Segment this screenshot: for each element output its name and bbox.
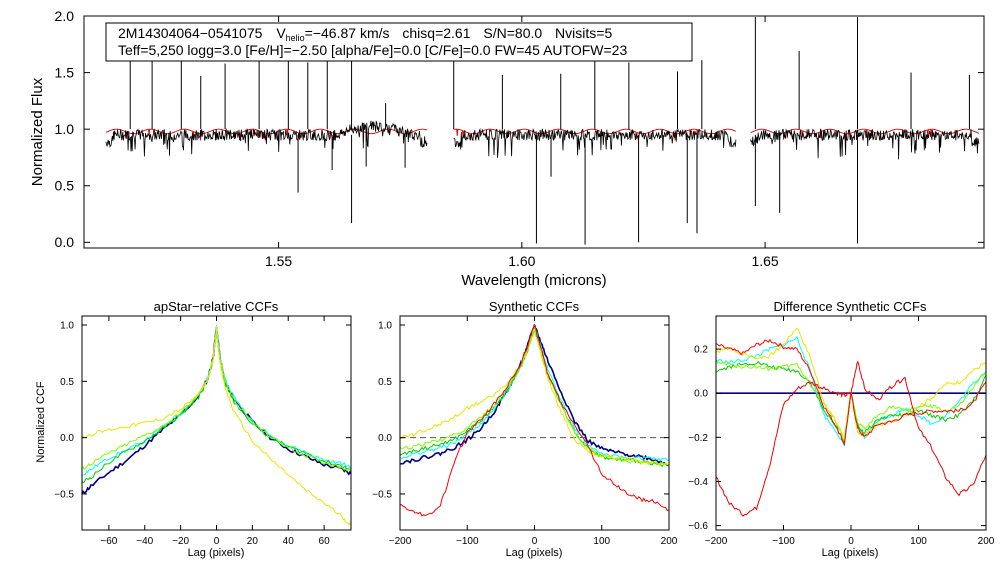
model-spectrum-line: [105, 128, 428, 141]
difference-ccf-lines: [715, 327, 987, 517]
difference-ccf-panel: Difference Synthetic CCFs −200 −100 0 100 20…: [688, 299, 995, 559]
apstar-ccf-title: apStar−relative CCFs: [154, 299, 279, 314]
x-tick-label: 1.65: [751, 253, 778, 269]
spectrum-panel: 1.55 1.60 1.65 0.0 0.5 1.0 1.5 2.0 Wavelength (…: [29, 8, 985, 289]
y-tick-label: 0.0: [60, 433, 74, 444]
y-tick-label: −0.5: [54, 489, 74, 500]
ccf-series-line-visit-5: [399, 325, 670, 466]
x-tick-label: −20: [172, 536, 189, 547]
y-tick-label: 0.5: [55, 178, 75, 194]
y-tick-label: 0.5: [378, 377, 392, 388]
ccf-series-line-visit-5: [81, 325, 352, 526]
x-tick-label: 200: [978, 536, 995, 547]
x-tick-label: −200: [389, 536, 412, 547]
x-tick-label: 60: [319, 536, 331, 547]
synthetic-ccf-xlabel: Lag (pixels): [506, 547, 563, 559]
spectrum-ticks: 1.55 1.60 1.65 0.0 0.5 1.0 1.5 2.0: [55, 8, 984, 269]
y-tick-label: 1.0: [60, 321, 74, 332]
spectrum-ylabel: Normalized Flux: [29, 77, 46, 186]
difference-ccf-ticks: −200 −100 0 100 200 −0.6 −0.4 −0.2 0.0 0.2: [688, 316, 995, 547]
x-tick-label: −100: [772, 536, 795, 547]
observed-spectrum-line: [453, 127, 737, 158]
synthetic-ccf-lines: [399, 324, 670, 517]
y-tick-label: 1.0: [55, 121, 75, 137]
y-tick-label: 1.5: [55, 64, 75, 80]
y-tick-label: 0.0: [694, 389, 708, 400]
x-tick-label: −40: [136, 536, 153, 547]
x-tick-label: 0: [214, 536, 220, 547]
x-tick-label: −60: [100, 536, 117, 547]
y-tick-label: 0.0: [55, 234, 75, 250]
annotation-snr: S/N=80.0: [483, 25, 542, 41]
spectrum-axes-frame: [83, 15, 985, 249]
apstar-ccf-ticks: −60 −40 −20 0 20 40 60 −0.5 0.0 0.5 1.0: [54, 316, 351, 547]
y-tick-label: 0.0: [378, 433, 392, 444]
apstar-ccf-panel: apStar−relative CCFs −60 −40 −20 0 20 40 60 −0.…: [35, 299, 352, 559]
x-tick-label: −200: [705, 536, 728, 547]
y-tick-label: −0.6: [688, 521, 708, 532]
spectrum-lines: [105, 17, 980, 245]
y-tick-label: 0.2: [694, 345, 708, 356]
y-tick-label: 2.0: [55, 8, 75, 24]
x-tick-label: −100: [456, 536, 479, 547]
ccf-series-line-visit-6: [399, 325, 670, 517]
apstar-ccf-ylabel: Normalized CCF: [35, 381, 47, 463]
ccf-series-line-visit-2: [81, 324, 352, 476]
x-tick-label: 100: [910, 536, 927, 547]
x-tick-label: 40: [283, 536, 295, 547]
annotation-line-1: 2M14304064−0541075 Vhelio=−46.87 km/s ch…: [118, 25, 612, 43]
ccf-series-line-visit-7: [715, 360, 987, 517]
difference-ccf-title: Difference Synthetic CCFs: [774, 299, 927, 314]
annotation-line-2: Teff=5,250 logg=3.0 [Fe/H]=−2.50 [alpha/…: [118, 42, 627, 58]
x-tick-label: 200: [661, 536, 678, 547]
annotation-nvisits: Nvisits=5: [555, 25, 612, 41]
annotation-star: 2M14304064−0541075: [118, 25, 263, 41]
x-tick-label: 1.60: [508, 253, 535, 269]
apstar-ccf-xlabel: Lag (pixels): [188, 547, 245, 559]
observed-spectrum-line: [750, 128, 980, 160]
synthetic-ccf-ticks: −200 −100 0 100 200 −0.5 0.0 0.5 1.0: [372, 316, 678, 547]
annotation-chisq: chisq=2.61: [402, 25, 470, 41]
difference-ccf-xlabel: Lag (pixels): [822, 547, 879, 559]
y-tick-label: −0.2: [688, 433, 708, 444]
observed-spectrum-line: [105, 120, 428, 157]
synthetic-ccf-title: Synthetic CCFs: [489, 299, 580, 314]
annotation-vhelio-value: =−46.87 km/s: [305, 25, 390, 41]
ccf-series-line-visit-3: [399, 328, 670, 468]
x-tick-label: 0: [532, 536, 538, 547]
synthetic-ccf-panel: Synthetic CCFs −200 −100 0 100 200 −0.5 0.0 0.5…: [372, 299, 678, 559]
y-tick-label: −0.5: [372, 489, 392, 500]
annotation-vhelio-prefix: V: [276, 25, 286, 41]
x-tick-label: 1.55: [265, 253, 292, 269]
x-tick-label: 20: [247, 536, 259, 547]
annotation-box: [105, 22, 693, 62]
y-tick-label: 0.5: [60, 377, 74, 388]
x-tick-label: 0: [848, 536, 854, 547]
ccf-series-line-visit-4: [399, 329, 670, 466]
annotation-vhelio-sub: helio: [286, 33, 305, 43]
apstar-ccf-lines: [81, 324, 352, 526]
y-tick-label: −0.4: [688, 477, 708, 488]
ccf-series-line-visit-1: [399, 324, 670, 467]
x-tick-label: 100: [593, 536, 610, 547]
spectrum-xlabel: Wavelength (microns): [461, 272, 606, 289]
y-tick-label: 1.0: [378, 321, 392, 332]
